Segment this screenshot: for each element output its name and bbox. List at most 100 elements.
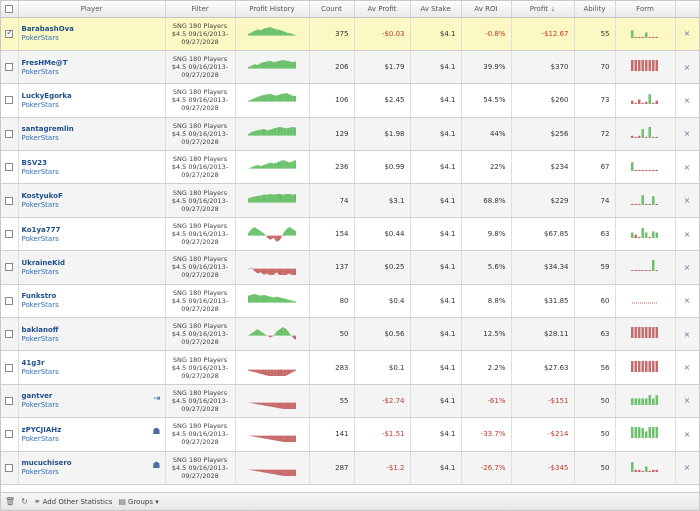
remove-row-button[interactable]: × xyxy=(675,150,699,185)
player-name[interactable]: LuckyEgorka xyxy=(21,91,72,100)
table-row[interactable]: santagremlin PokerStars SNG 180 Players … xyxy=(1,117,699,152)
col-av-stake[interactable]: Av Stake xyxy=(410,1,462,18)
player-cell[interactable]: BSV23 PokerStars xyxy=(18,150,166,185)
col-form[interactable]: Form xyxy=(615,1,676,18)
remove-row-button[interactable]: × xyxy=(675,384,699,419)
row-select-cell[interactable] xyxy=(1,50,19,85)
player-note-icon[interactable]: ⇥ xyxy=(152,393,161,404)
row-select-cell[interactable] xyxy=(1,250,19,285)
close-icon[interactable]: × xyxy=(683,95,691,105)
remove-row-button[interactable]: × xyxy=(675,83,699,118)
row-select-cell[interactable] xyxy=(1,17,19,51)
col-player[interactable]: Player xyxy=(18,1,166,18)
row-select-cell[interactable] xyxy=(1,117,19,152)
remove-row-button[interactable]: × xyxy=(675,217,699,252)
refresh-icon[interactable]: ↻ xyxy=(21,497,28,506)
close-icon[interactable]: × xyxy=(683,262,691,272)
remove-row-button[interactable]: × xyxy=(675,250,699,285)
row-select-cell[interactable] xyxy=(1,317,19,352)
close-icon[interactable]: × xyxy=(683,129,691,139)
row-select-cell[interactable] xyxy=(1,417,19,452)
table-row[interactable]: Funkstro PokerStars SNG 180 Players $4.5… xyxy=(1,284,699,319)
table-row[interactable]: UkraineKid PokerStars SNG 180 Players $4… xyxy=(1,250,699,285)
remove-row-button[interactable]: × xyxy=(675,317,699,352)
close-icon[interactable]: × xyxy=(683,363,691,373)
player-cell[interactable]: santagremlin PokerStars xyxy=(18,117,166,152)
table-row[interactable]: gantver PokerStars ⇥ SNG 180 Players $4.… xyxy=(1,384,699,419)
player-name[interactable]: BarabashOva xyxy=(21,25,74,34)
col-av-profit[interactable]: Av Profit xyxy=(354,1,411,18)
player-cell[interactable]: baklanoff PokerStars xyxy=(18,317,166,352)
row-select-cell[interactable] xyxy=(1,384,19,419)
player-name[interactable]: mucuchisero xyxy=(21,459,72,468)
row-checkbox[interactable] xyxy=(5,330,14,339)
player-cell[interactable]: BarabashOva PokerStars xyxy=(18,17,166,51)
row-checkbox[interactable] xyxy=(5,28,14,38)
player-name[interactable]: FresHMe@T xyxy=(21,58,68,67)
row-select-cell[interactable] xyxy=(1,83,19,118)
table-row[interactable]: BSV23 PokerStars SNG 180 Players $4.5 09… xyxy=(1,150,699,185)
remove-row-button[interactable]: × xyxy=(675,117,699,152)
select-all-checkbox[interactable] xyxy=(5,4,14,13)
remove-row-button[interactable]: × xyxy=(675,183,699,218)
player-cell[interactable]: 41g3r PokerStars xyxy=(18,350,166,385)
table-row[interactable]: mucuchisero PokerStars ☗ SNG 180 Players… xyxy=(1,451,699,485)
close-icon[interactable]: × xyxy=(683,29,691,39)
row-checkbox[interactable] xyxy=(5,96,14,105)
row-checkbox[interactable] xyxy=(5,129,14,138)
select-all-header[interactable] xyxy=(1,1,19,18)
close-icon[interactable]: × xyxy=(683,62,691,72)
player-name[interactable]: 41g3r xyxy=(21,359,45,368)
remove-row-button[interactable]: × xyxy=(675,451,699,485)
row-checkbox[interactable] xyxy=(5,463,14,472)
player-cell[interactable]: gantver PokerStars ⇥ xyxy=(18,384,166,419)
col-ability[interactable]: Ability xyxy=(574,1,616,18)
row-checkbox[interactable] xyxy=(5,430,14,439)
close-icon[interactable]: × xyxy=(683,329,691,339)
player-name[interactable]: gantver xyxy=(21,392,53,401)
close-icon[interactable]: × xyxy=(683,396,691,406)
row-checkbox[interactable] xyxy=(5,263,14,272)
player-note-icon[interactable]: ☗ xyxy=(152,427,161,438)
row-select-cell[interactable] xyxy=(1,150,19,185)
close-icon[interactable]: × xyxy=(683,162,691,172)
remove-row-button[interactable]: × xyxy=(675,350,699,385)
player-name[interactable]: BSV23 xyxy=(21,158,48,167)
col-profit[interactable]: Profit ⇣ xyxy=(511,1,575,18)
col-av-roi[interactable]: Av ROI xyxy=(461,1,512,18)
player-cell[interactable]: Funkstro PokerStars xyxy=(18,284,166,319)
row-checkbox[interactable] xyxy=(5,296,14,305)
row-checkbox[interactable] xyxy=(5,230,14,239)
player-cell[interactable]: KostyukoF PokerStars xyxy=(18,183,166,218)
col-filter[interactable]: Filter xyxy=(165,1,236,18)
remove-row-button[interactable]: × xyxy=(675,17,699,51)
player-name[interactable]: santagremlin xyxy=(21,125,74,134)
player-name[interactable]: zPYCJIAHz xyxy=(21,425,62,434)
table-row[interactable]: LuckyEgorka PokerStars SNG 180 Players $… xyxy=(1,83,699,118)
close-icon[interactable]: × xyxy=(683,296,691,306)
player-cell[interactable]: LuckyEgorka PokerStars xyxy=(18,83,166,118)
player-cell[interactable]: zPYCJIAHz PokerStars ☗ xyxy=(18,417,166,452)
player-cell[interactable]: mucuchisero PokerStars ☗ xyxy=(18,451,166,485)
row-select-cell[interactable] xyxy=(1,350,19,385)
trash-icon[interactable]: 🗑 xyxy=(5,497,16,506)
row-select-cell[interactable] xyxy=(1,217,19,252)
table-row[interactable]: 41g3r PokerStars SNG 180 Players $4.5 09… xyxy=(1,350,699,385)
table-row[interactable]: Ko1ya777 PokerStars SNG 180 Players $4.5… xyxy=(1,217,699,252)
row-select-cell[interactable] xyxy=(1,284,19,319)
player-name[interactable]: KostyukoF xyxy=(21,192,63,201)
row-select-cell[interactable] xyxy=(1,183,19,218)
table-row[interactable]: baklanoff PokerStars SNG 180 Players $4.… xyxy=(1,317,699,352)
remove-row-button[interactable]: × xyxy=(675,50,699,85)
player-cell[interactable]: FresHMe@T PokerStars xyxy=(18,50,166,85)
table-row[interactable]: KostyukoF PokerStars SNG 180 Players $4.… xyxy=(1,183,699,218)
col-profit-history[interactable]: Profit History xyxy=(235,1,310,18)
col-count[interactable]: Count xyxy=(309,1,355,18)
row-checkbox[interactable] xyxy=(5,163,14,172)
row-checkbox[interactable] xyxy=(5,63,14,72)
remove-row-button[interactable]: × xyxy=(675,284,699,319)
row-checkbox[interactable] xyxy=(5,396,14,405)
player-name[interactable]: baklanoff xyxy=(21,325,59,334)
player-cell[interactable]: UkraineKid PokerStars xyxy=(18,250,166,285)
close-icon[interactable]: × xyxy=(683,196,691,206)
